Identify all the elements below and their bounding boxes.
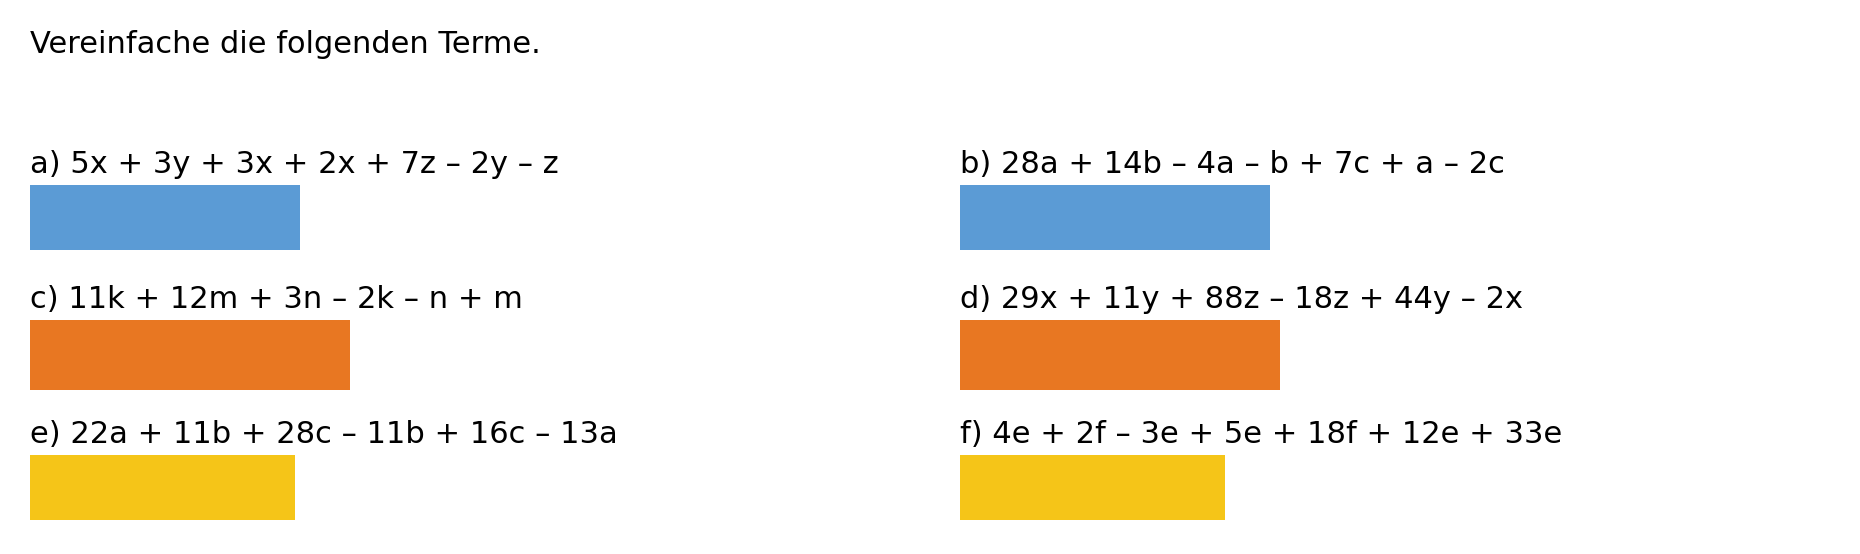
Text: c) 11k + 12m + 3n – 2k – n + m: c) 11k + 12m + 3n – 2k – n + m bbox=[30, 285, 523, 314]
Bar bbox=[960, 320, 1280, 390]
Text: a) 5x + 3y + 3x + 2x + 7z – 2y – z: a) 5x + 3y + 3x + 2x + 7z – 2y – z bbox=[30, 150, 558, 179]
Bar bbox=[30, 185, 299, 250]
Bar bbox=[30, 320, 350, 390]
Text: Vereinfache die folgenden Terme.: Vereinfache die folgenden Terme. bbox=[30, 30, 541, 59]
Text: b) 28a + 14b – 4a – b + 7c + a – 2c: b) 28a + 14b – 4a – b + 7c + a – 2c bbox=[960, 150, 1505, 179]
Bar bbox=[30, 455, 296, 520]
Text: d) 29x + 11y + 88z – 18z + 44y – 2x: d) 29x + 11y + 88z – 18z + 44y – 2x bbox=[960, 285, 1523, 314]
Bar bbox=[960, 185, 1270, 250]
Text: e) 22a + 11b + 28c – 11b + 16c – 13a: e) 22a + 11b + 28c – 11b + 16c – 13a bbox=[30, 420, 618, 449]
Text: f) 4e + 2f – 3e + 5e + 18f + 12e + 33e: f) 4e + 2f – 3e + 5e + 18f + 12e + 33e bbox=[960, 420, 1562, 449]
Bar bbox=[960, 455, 1226, 520]
